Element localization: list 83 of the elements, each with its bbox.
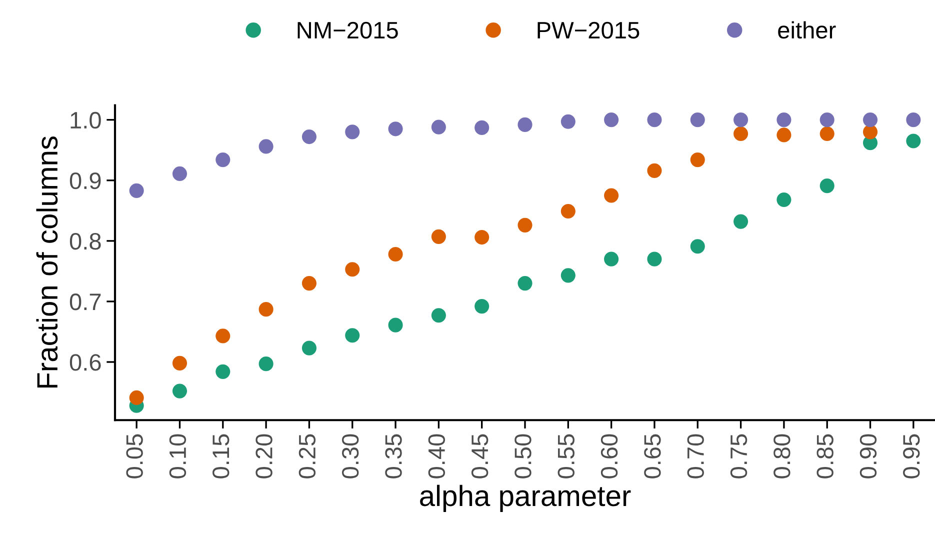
point — [518, 218, 532, 232]
x-tick-label: 0.85 — [816, 434, 834, 478]
point — [604, 112, 619, 128]
point — [302, 276, 316, 291]
point — [216, 152, 230, 168]
x-tick-label: 0.30 — [342, 434, 359, 478]
x-tick-label: 0.10 — [169, 434, 186, 478]
y-tick-label: 0.9 — [70, 172, 101, 190]
point — [129, 183, 144, 198]
x-tick-label: 0.20 — [256, 434, 272, 478]
y-tick-label: 1.0 — [70, 112, 101, 129]
point — [560, 268, 576, 283]
point — [345, 262, 360, 277]
y-tick-label: 0.8 — [70, 232, 101, 250]
x-tick-label: 0.75 — [730, 434, 748, 478]
y-tick-label: 0.6 — [70, 354, 101, 371]
legend-label: PW−2015 — [538, 22, 640, 39]
point — [474, 230, 490, 245]
x-tick-label: 0.05 — [126, 434, 143, 478]
x-tick-label: 0.35 — [385, 434, 402, 478]
legend-label: NM−2015 — [298, 22, 398, 39]
point — [388, 246, 403, 262]
point — [734, 112, 748, 128]
point — [906, 112, 921, 128]
point — [647, 163, 662, 178]
point — [820, 112, 834, 128]
point — [216, 328, 230, 344]
point — [560, 114, 576, 129]
x-axis-title: alpha parameter — [420, 484, 631, 512]
point — [560, 204, 576, 219]
point — [474, 120, 490, 135]
x-tick-label: 0.55 — [558, 434, 574, 478]
point — [129, 390, 144, 406]
point — [302, 340, 316, 356]
point — [474, 299, 490, 314]
point — [690, 239, 705, 254]
point — [690, 152, 705, 168]
x-tick-label: 0.40 — [428, 434, 446, 478]
point — [431, 120, 446, 134]
point — [862, 124, 878, 140]
point — [345, 124, 360, 140]
point — [388, 318, 403, 332]
legend-label: either — [778, 21, 836, 39]
point — [172, 384, 188, 398]
point — [906, 134, 921, 148]
point — [647, 252, 662, 266]
point — [647, 112, 662, 128]
point — [388, 122, 403, 136]
point — [862, 112, 878, 128]
point — [734, 126, 748, 142]
point — [734, 214, 748, 229]
point — [431, 229, 446, 244]
x-tick-label: 0.65 — [644, 434, 661, 478]
point — [216, 364, 230, 379]
point — [258, 139, 274, 154]
x-tick-label: 0.15 — [212, 434, 230, 478]
x-tick-label: 0.90 — [860, 434, 877, 478]
point — [302, 130, 316, 144]
point — [820, 178, 834, 194]
point — [604, 252, 619, 266]
x-tick-label: 0.25 — [298, 434, 316, 478]
point — [258, 356, 274, 372]
point — [258, 302, 274, 317]
point — [518, 276, 532, 291]
point — [345, 328, 360, 343]
x-tick-label: 0.60 — [600, 434, 618, 478]
x-tick-label: 0.50 — [514, 434, 532, 478]
y-axis-title: Fraction of columns — [36, 136, 58, 388]
x-tick-label: 0.70 — [687, 434, 704, 478]
x-tick-label: 0.45 — [471, 434, 488, 478]
point — [776, 192, 792, 208]
x-tick-label: 0.95 — [903, 434, 920, 478]
point — [172, 356, 188, 370]
point — [690, 112, 705, 128]
point — [431, 308, 446, 323]
point — [776, 128, 792, 142]
point — [776, 112, 792, 128]
point — [518, 117, 532, 132]
point — [172, 166, 188, 181]
point — [820, 126, 834, 142]
x-tick-label: 0.80 — [774, 434, 790, 478]
point — [604, 188, 619, 203]
y-tick-label: 0.7 — [70, 294, 101, 310]
